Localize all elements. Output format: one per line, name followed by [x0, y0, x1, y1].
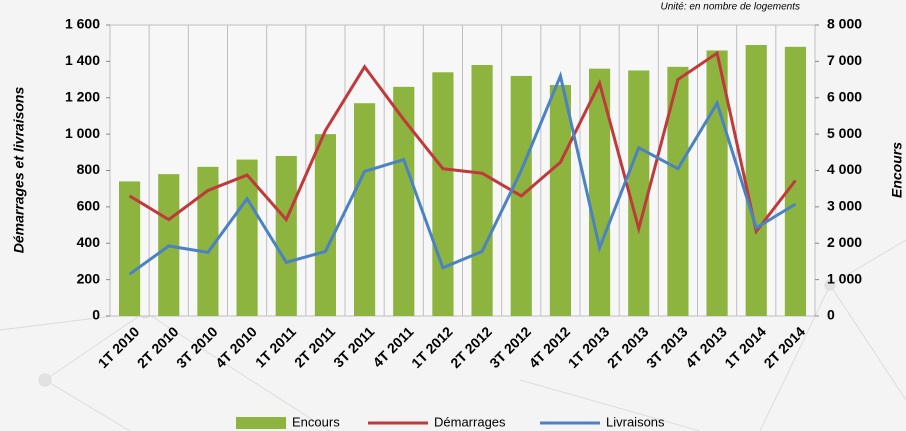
x-tick-label: 4T 2010: [212, 323, 260, 371]
y2-axis-label: Encours: [889, 142, 905, 198]
bar: [236, 159, 258, 316]
y2-tick-label: 8 000: [827, 16, 862, 32]
x-tick-label: 1T 2013: [565, 323, 613, 371]
bar: [745, 45, 767, 316]
bar: [471, 65, 493, 316]
legend-label: Encours: [292, 414, 340, 429]
bar: [197, 166, 219, 316]
bar: [354, 103, 376, 316]
x-tick-label: 1T 2012: [408, 323, 456, 371]
annotation: Unité: en nombre de logements: [660, 2, 800, 13]
y-axis-label: Démarrages et livraisons: [11, 87, 27, 254]
line: [128, 50, 797, 235]
x-tick-label: 4T 2013: [682, 323, 730, 371]
x-tick-label: 3T 2010: [173, 323, 221, 371]
bar: [314, 134, 336, 316]
legend-swatch: [236, 417, 286, 429]
y-tick-label: 1 400: [65, 52, 100, 68]
y-tick-label: 0: [92, 307, 100, 323]
y2-tick-label: 2 000: [827, 234, 862, 250]
y-tick-label: 800: [77, 161, 101, 177]
y-tick-label: 200: [77, 270, 101, 286]
y-tick-label: 600: [77, 198, 101, 214]
x-tick-label: 2T 2012: [447, 323, 495, 371]
legend-label: Livraisons: [606, 414, 665, 429]
y-tick-label: 1 200: [65, 88, 100, 104]
x-tick-label: 1T 2011: [252, 323, 299, 370]
bar: [628, 70, 650, 316]
bar: [119, 181, 141, 316]
bar: [589, 68, 611, 317]
x-tick-label: 4T 2011: [369, 323, 416, 370]
x-tick-label: 2T 2013: [604, 323, 652, 371]
y2-tick-label: 7 000: [827, 52, 862, 68]
x-tick-label: 3T 2011: [330, 323, 377, 370]
y2-tick-label: 1 000: [827, 270, 862, 286]
bar: [275, 155, 297, 316]
x-tick-label: 2T 2010: [134, 323, 182, 371]
y2-tick-label: 0: [827, 307, 835, 323]
x-tick-label: 3T 2013: [643, 323, 691, 371]
x-tick-label: 1T 2014: [721, 323, 769, 371]
y2-tick-label: 6 000: [827, 88, 862, 104]
x-tick-label: 2T 2014: [761, 323, 809, 371]
x-tick-label: 3T 2012: [486, 323, 534, 371]
y-tick-label: 1 000: [65, 125, 100, 141]
x-tick-label: 4T 2012: [526, 323, 574, 371]
legend-label: Démarrages: [434, 414, 506, 429]
y-tick-label: 1 600: [65, 16, 100, 32]
bar: [432, 72, 454, 316]
x-tick-label: 2T 2011: [291, 323, 338, 370]
y2-tick-label: 3 000: [827, 198, 862, 214]
bar: [393, 86, 415, 317]
bar: [549, 85, 571, 316]
y2-tick-label: 4 000: [827, 161, 862, 177]
y2-tick-label: 5 000: [827, 125, 862, 141]
background-network: [0, 239, 906, 431]
y-tick-label: 400: [77, 234, 101, 250]
bar: [667, 66, 689, 316]
line: [128, 70, 797, 276]
